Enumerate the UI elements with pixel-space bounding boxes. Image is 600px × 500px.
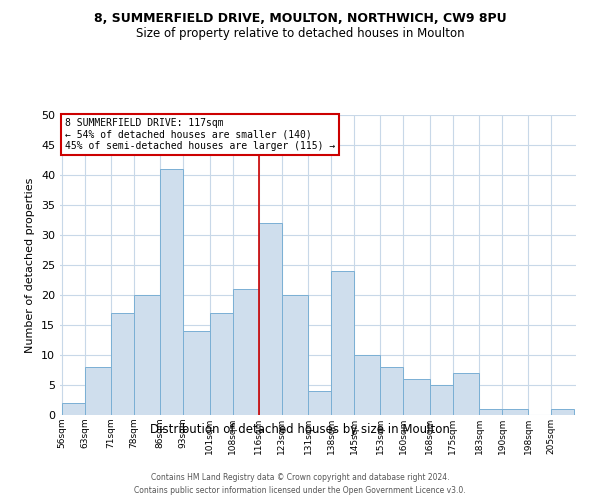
Bar <box>479 409 502 415</box>
Text: 8, SUMMERFIELD DRIVE, MOULTON, NORTHWICH, CW9 8PU: 8, SUMMERFIELD DRIVE, MOULTON, NORTHWICH… <box>94 12 506 26</box>
Bar <box>259 223 282 415</box>
Text: Distribution of detached houses by size in Moulton: Distribution of detached houses by size … <box>150 422 450 436</box>
Text: Contains HM Land Registry data © Crown copyright and database right 2024.: Contains HM Land Registry data © Crown c… <box>151 472 449 482</box>
Bar <box>160 169 183 415</box>
Bar <box>134 295 160 415</box>
Bar <box>233 289 259 415</box>
Bar <box>453 373 479 415</box>
Bar <box>551 409 574 415</box>
Bar <box>111 313 134 415</box>
Text: Contains public sector information licensed under the Open Government Licence v3: Contains public sector information licen… <box>134 486 466 495</box>
Bar <box>183 331 209 415</box>
Bar <box>430 385 453 415</box>
Bar <box>403 379 430 415</box>
Bar <box>209 313 233 415</box>
Bar <box>308 391 331 415</box>
Bar <box>282 295 308 415</box>
Bar <box>331 271 354 415</box>
Y-axis label: Number of detached properties: Number of detached properties <box>25 178 35 352</box>
Text: 8 SUMMERFIELD DRIVE: 117sqm
← 54% of detached houses are smaller (140)
45% of se: 8 SUMMERFIELD DRIVE: 117sqm ← 54% of det… <box>65 118 335 151</box>
Bar <box>354 355 380 415</box>
Bar <box>62 403 85 415</box>
Bar <box>85 367 111 415</box>
Bar <box>380 367 403 415</box>
Bar <box>502 409 529 415</box>
Text: Size of property relative to detached houses in Moulton: Size of property relative to detached ho… <box>136 28 464 40</box>
